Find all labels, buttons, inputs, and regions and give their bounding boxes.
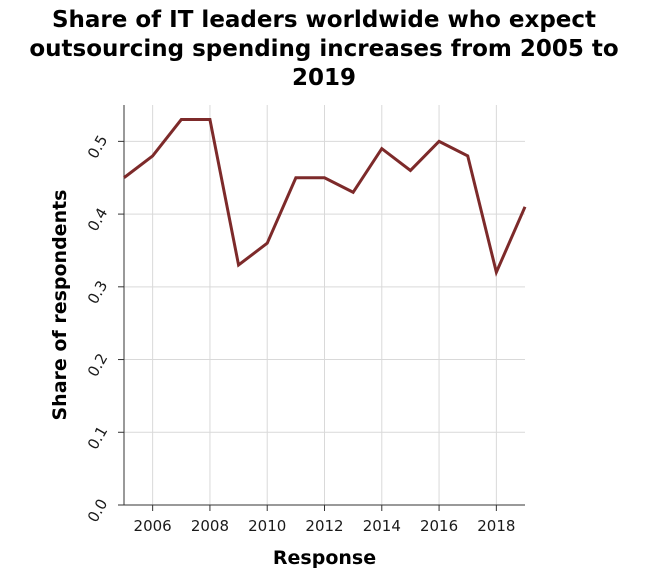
x-tick-label: 2008 (191, 517, 229, 535)
x-tick-label: 2016 (420, 517, 458, 535)
y-tick-label: 0.0 (84, 496, 112, 526)
x-axis-title: Response (273, 547, 376, 569)
x-tick-label: 2006 (134, 517, 172, 535)
y-tick-label: 0.2 (84, 350, 112, 380)
x-tick-label: 2012 (305, 517, 343, 535)
x-tick-label: 2014 (363, 517, 401, 535)
y-tick-label: 0.5 (84, 132, 112, 162)
x-tick-label: 2010 (248, 517, 286, 535)
series-line (123, 118, 527, 277)
chart-title: Share of IT leaders worldwide who expect… (29, 7, 619, 91)
y-tick-label: 0.3 (84, 277, 112, 307)
y-tick-label: 0.1 (84, 423, 112, 453)
x-tick-label: 2018 (477, 517, 515, 535)
y-axis-title: Share of respondents (49, 190, 71, 421)
y-tick-label: 0.4 (84, 205, 112, 235)
